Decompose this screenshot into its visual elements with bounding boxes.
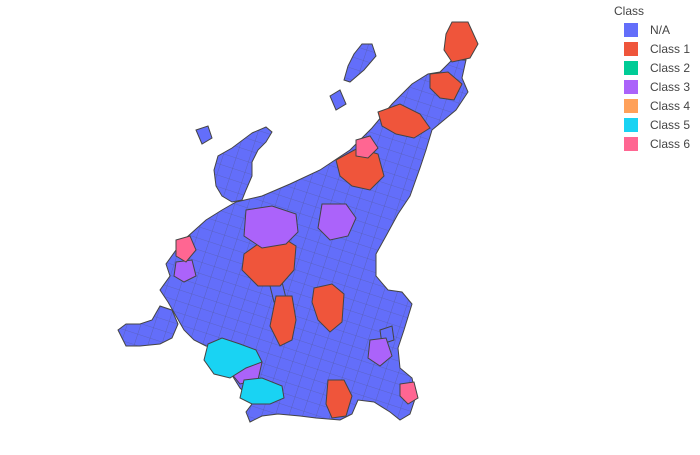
map-region[interactable]: [429, 71, 463, 101]
map-region[interactable]: [367, 337, 393, 367]
map-region[interactable]: [377, 103, 431, 139]
legend-title: Class: [614, 4, 645, 18]
map-region[interactable]: [311, 283, 345, 333]
map-region[interactable]: [317, 203, 357, 241]
legend-swatch: [624, 79, 638, 94]
legend-label: Class 2: [650, 60, 691, 75]
map-region[interactable]: [325, 379, 353, 419]
legend-label: Class 3: [650, 79, 691, 94]
legend-swatch: [624, 98, 638, 113]
map-region[interactable]: [329, 89, 347, 111]
municipal-boundaries: [118, 306, 178, 346]
map-region[interactable]: [195, 125, 213, 145]
legend-label: Class 6: [650, 136, 691, 151]
map-region[interactable]: [269, 295, 297, 347]
legend-item[interactable]: Class 1: [612, 39, 698, 58]
map-region[interactable]: [239, 377, 285, 405]
legend-swatch: [624, 136, 638, 151]
legend-item[interactable]: Class 6: [612, 134, 698, 153]
regions-layer: [173, 21, 479, 419]
legend-item[interactable]: Class 2: [612, 58, 698, 77]
legend-swatch: [624, 60, 638, 75]
legend-items: N/A Class 1 Class 2 Class 3 Class 4 Class 5 Cl…: [612, 20, 698, 153]
legend-label: Class 1: [650, 41, 691, 56]
map-region[interactable]: [203, 337, 263, 379]
legend-swatch: [624, 22, 638, 37]
legend-item[interactable]: N/A: [612, 20, 698, 39]
map-region[interactable]: [173, 259, 197, 283]
map-region[interactable]: [355, 135, 379, 159]
municipal-boundaries: [344, 44, 376, 82]
legend-label: Class 5: [650, 117, 691, 132]
legend: Class N/A Class 1 Class 2 Class 3 Class 4 Cla…: [612, 2, 698, 153]
map-region[interactable]: [175, 235, 197, 263]
map-region[interactable]: [443, 21, 479, 63]
map-svg[interactable]: [0, 0, 600, 450]
legend-swatch: [624, 117, 638, 132]
map-region[interactable]: [243, 205, 299, 249]
legend-item[interactable]: Class 3: [612, 77, 698, 96]
choropleth-map[interactable]: [0, 0, 600, 450]
legend-swatch: [624, 41, 638, 56]
legend-label: N/A: [650, 22, 671, 37]
legend-item[interactable]: Class 4: [612, 96, 698, 115]
municipal-boundaries: [214, 127, 272, 202]
legend-label: Class 4: [650, 98, 691, 113]
municipal-boundaries: [160, 60, 468, 422]
legend-item[interactable]: Class 5: [612, 115, 698, 134]
map-region[interactable]: [399, 381, 419, 405]
